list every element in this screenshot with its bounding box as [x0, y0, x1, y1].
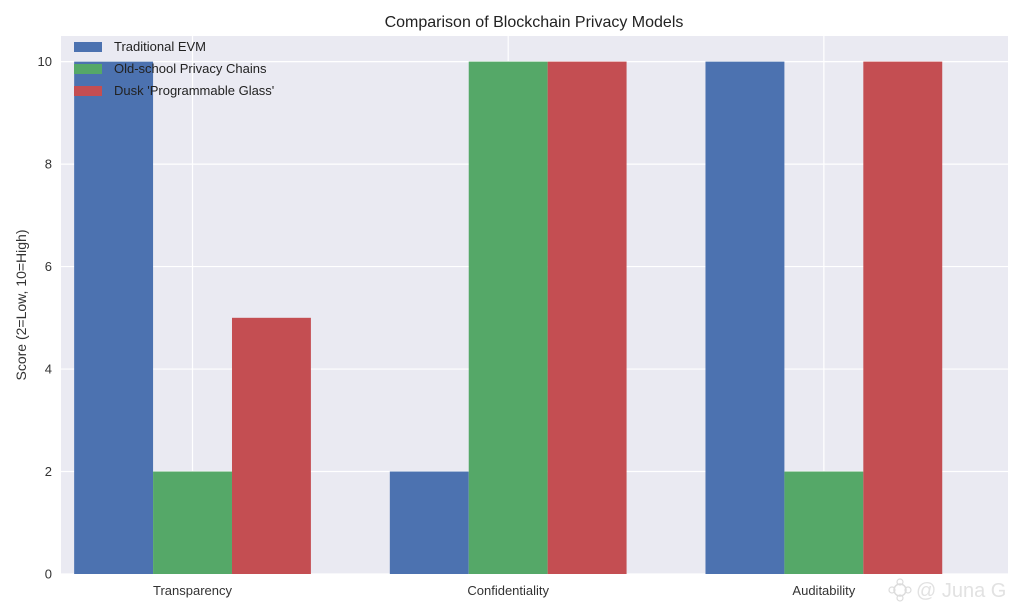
legend-swatch — [74, 86, 102, 96]
bar-traditional-evm-transparency — [74, 61, 154, 575]
gear-flower-icon — [888, 578, 912, 602]
x-tick-labels: Transparency Confidentiality Auditability — [153, 583, 856, 598]
legend: Traditional EVM Old-school Privacy Chains… — [74, 39, 274, 98]
x-tick-label: Auditability — [792, 583, 855, 598]
x-tick-label: Transparency — [153, 583, 232, 598]
watermark: @ Juna G — [888, 578, 1006, 602]
legend-swatch — [74, 64, 102, 74]
bar-dusk-programmable-glass--auditability — [863, 61, 943, 575]
legend-label: Old-school Privacy Chains — [114, 61, 267, 76]
bar-traditional-evm-auditability — [705, 61, 785, 575]
y-tick-label: 10 — [38, 54, 52, 69]
y-tick-label: 2 — [45, 464, 52, 479]
bars — [74, 61, 943, 575]
y-tick-label: 6 — [45, 259, 52, 274]
x-tick-label: Confidentiality — [467, 583, 549, 598]
legend-label: Traditional EVM — [114, 39, 206, 54]
y-tick-label: 0 — [45, 567, 52, 582]
y-tick-label: 4 — [45, 362, 52, 377]
watermark-text: @ Juna G — [916, 580, 1006, 602]
bar-old-school-privacy-chains-auditability — [784, 471, 864, 574]
bar-traditional-evm-confidentiality — [389, 471, 469, 574]
bar-dusk-programmable-glass--confidentiality — [547, 61, 627, 575]
bar-old-school-privacy-chains-transparency — [153, 471, 232, 574]
legend-label: Dusk 'Programmable Glass' — [114, 83, 274, 98]
legend-swatch — [74, 42, 102, 52]
y-tick-labels: 0 2 4 6 8 10 — [38, 54, 52, 581]
y-axis-label: Score (2=Low, 10=High) — [13, 230, 29, 381]
chart-title: Comparison of Blockchain Privacy Models — [385, 14, 684, 31]
y-tick-label: 8 — [45, 157, 52, 172]
bar-old-school-privacy-chains-confidentiality — [468, 61, 548, 575]
bar-dusk-programmable-glass--transparency — [231, 317, 311, 574]
